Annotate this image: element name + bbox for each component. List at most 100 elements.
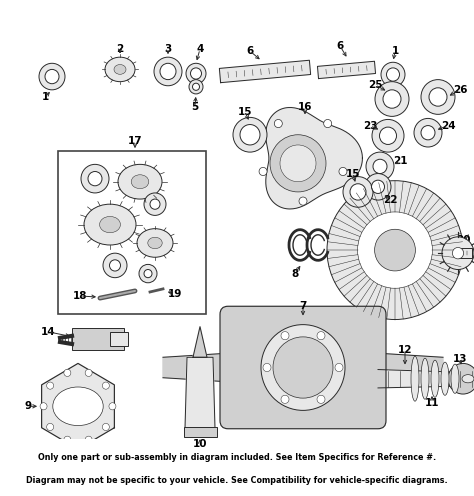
Circle shape <box>317 395 325 403</box>
Text: 21: 21 <box>393 156 407 166</box>
Ellipse shape <box>114 64 126 74</box>
Text: Diagram may not be specific to your vehicle. See Compatibility for vehicle-speci: Diagram may not be specific to your vehi… <box>26 476 448 485</box>
Circle shape <box>144 269 152 278</box>
Text: 12: 12 <box>398 345 412 355</box>
Polygon shape <box>266 108 363 209</box>
Circle shape <box>160 63 176 80</box>
Circle shape <box>343 177 373 207</box>
FancyBboxPatch shape <box>220 306 386 429</box>
Text: 24: 24 <box>441 121 456 130</box>
Text: 1: 1 <box>392 46 399 56</box>
Circle shape <box>372 120 404 152</box>
Text: 13: 13 <box>453 354 467 365</box>
Circle shape <box>373 159 387 174</box>
Polygon shape <box>185 357 215 429</box>
Circle shape <box>372 180 384 193</box>
Circle shape <box>357 212 432 288</box>
Ellipse shape <box>53 387 103 426</box>
Text: 26: 26 <box>453 85 467 95</box>
Ellipse shape <box>100 216 120 233</box>
Bar <box>58 151 206 314</box>
Circle shape <box>103 253 127 278</box>
Polygon shape <box>378 370 472 388</box>
Circle shape <box>386 68 400 81</box>
Circle shape <box>350 184 366 200</box>
Circle shape <box>102 424 109 431</box>
Circle shape <box>102 382 109 389</box>
Circle shape <box>109 403 116 410</box>
Circle shape <box>448 364 474 394</box>
Text: 6: 6 <box>337 41 344 51</box>
Circle shape <box>270 135 326 192</box>
Circle shape <box>139 264 157 283</box>
Ellipse shape <box>118 164 162 199</box>
Circle shape <box>46 424 54 431</box>
Polygon shape <box>42 364 114 449</box>
Text: 16: 16 <box>298 102 312 112</box>
Circle shape <box>233 118 267 152</box>
Bar <box>110 332 128 346</box>
Circle shape <box>414 119 442 147</box>
Text: 15: 15 <box>346 169 360 179</box>
Circle shape <box>374 229 415 271</box>
Circle shape <box>150 199 160 209</box>
Polygon shape <box>193 327 207 357</box>
Text: 25: 25 <box>368 80 382 90</box>
Text: 2: 2 <box>117 44 124 54</box>
Polygon shape <box>163 353 228 382</box>
Circle shape <box>327 181 463 319</box>
Circle shape <box>240 124 260 145</box>
Text: 11: 11 <box>425 398 439 408</box>
Circle shape <box>383 90 401 108</box>
Circle shape <box>299 197 307 205</box>
Polygon shape <box>458 248 472 258</box>
Circle shape <box>144 193 166 215</box>
Text: 4: 4 <box>196 44 204 54</box>
Circle shape <box>154 57 182 86</box>
Circle shape <box>261 324 345 410</box>
Circle shape <box>64 370 71 376</box>
Text: 7: 7 <box>299 301 307 311</box>
Ellipse shape <box>137 229 173 257</box>
Circle shape <box>281 395 289 403</box>
Circle shape <box>280 145 316 182</box>
Ellipse shape <box>441 362 449 395</box>
Text: 1: 1 <box>41 92 49 102</box>
Ellipse shape <box>411 356 419 401</box>
Circle shape <box>88 172 102 186</box>
Circle shape <box>85 436 92 443</box>
Polygon shape <box>378 353 443 382</box>
Circle shape <box>64 436 71 443</box>
Ellipse shape <box>148 237 162 248</box>
Circle shape <box>189 80 203 94</box>
Ellipse shape <box>84 204 136 245</box>
Circle shape <box>81 164 109 193</box>
Circle shape <box>273 337 333 398</box>
Ellipse shape <box>431 360 439 397</box>
Circle shape <box>45 69 59 84</box>
Bar <box>184 427 217 437</box>
Text: 19: 19 <box>168 289 182 299</box>
Circle shape <box>366 152 394 181</box>
Polygon shape <box>318 62 375 78</box>
Text: 22: 22 <box>383 195 397 205</box>
Circle shape <box>40 403 47 410</box>
Circle shape <box>39 63 65 90</box>
Circle shape <box>421 125 435 140</box>
Text: 14: 14 <box>41 327 55 337</box>
Circle shape <box>442 237 474 269</box>
Circle shape <box>191 68 201 79</box>
Text: 23: 23 <box>363 121 377 130</box>
Circle shape <box>375 82 409 117</box>
Circle shape <box>263 364 271 372</box>
Polygon shape <box>219 60 310 83</box>
Text: 6: 6 <box>246 46 254 56</box>
Circle shape <box>324 120 332 127</box>
Circle shape <box>429 88 447 106</box>
Ellipse shape <box>105 57 135 82</box>
Circle shape <box>85 370 92 376</box>
Circle shape <box>339 167 347 176</box>
Circle shape <box>421 80 455 115</box>
Ellipse shape <box>462 374 474 383</box>
Circle shape <box>281 332 289 340</box>
